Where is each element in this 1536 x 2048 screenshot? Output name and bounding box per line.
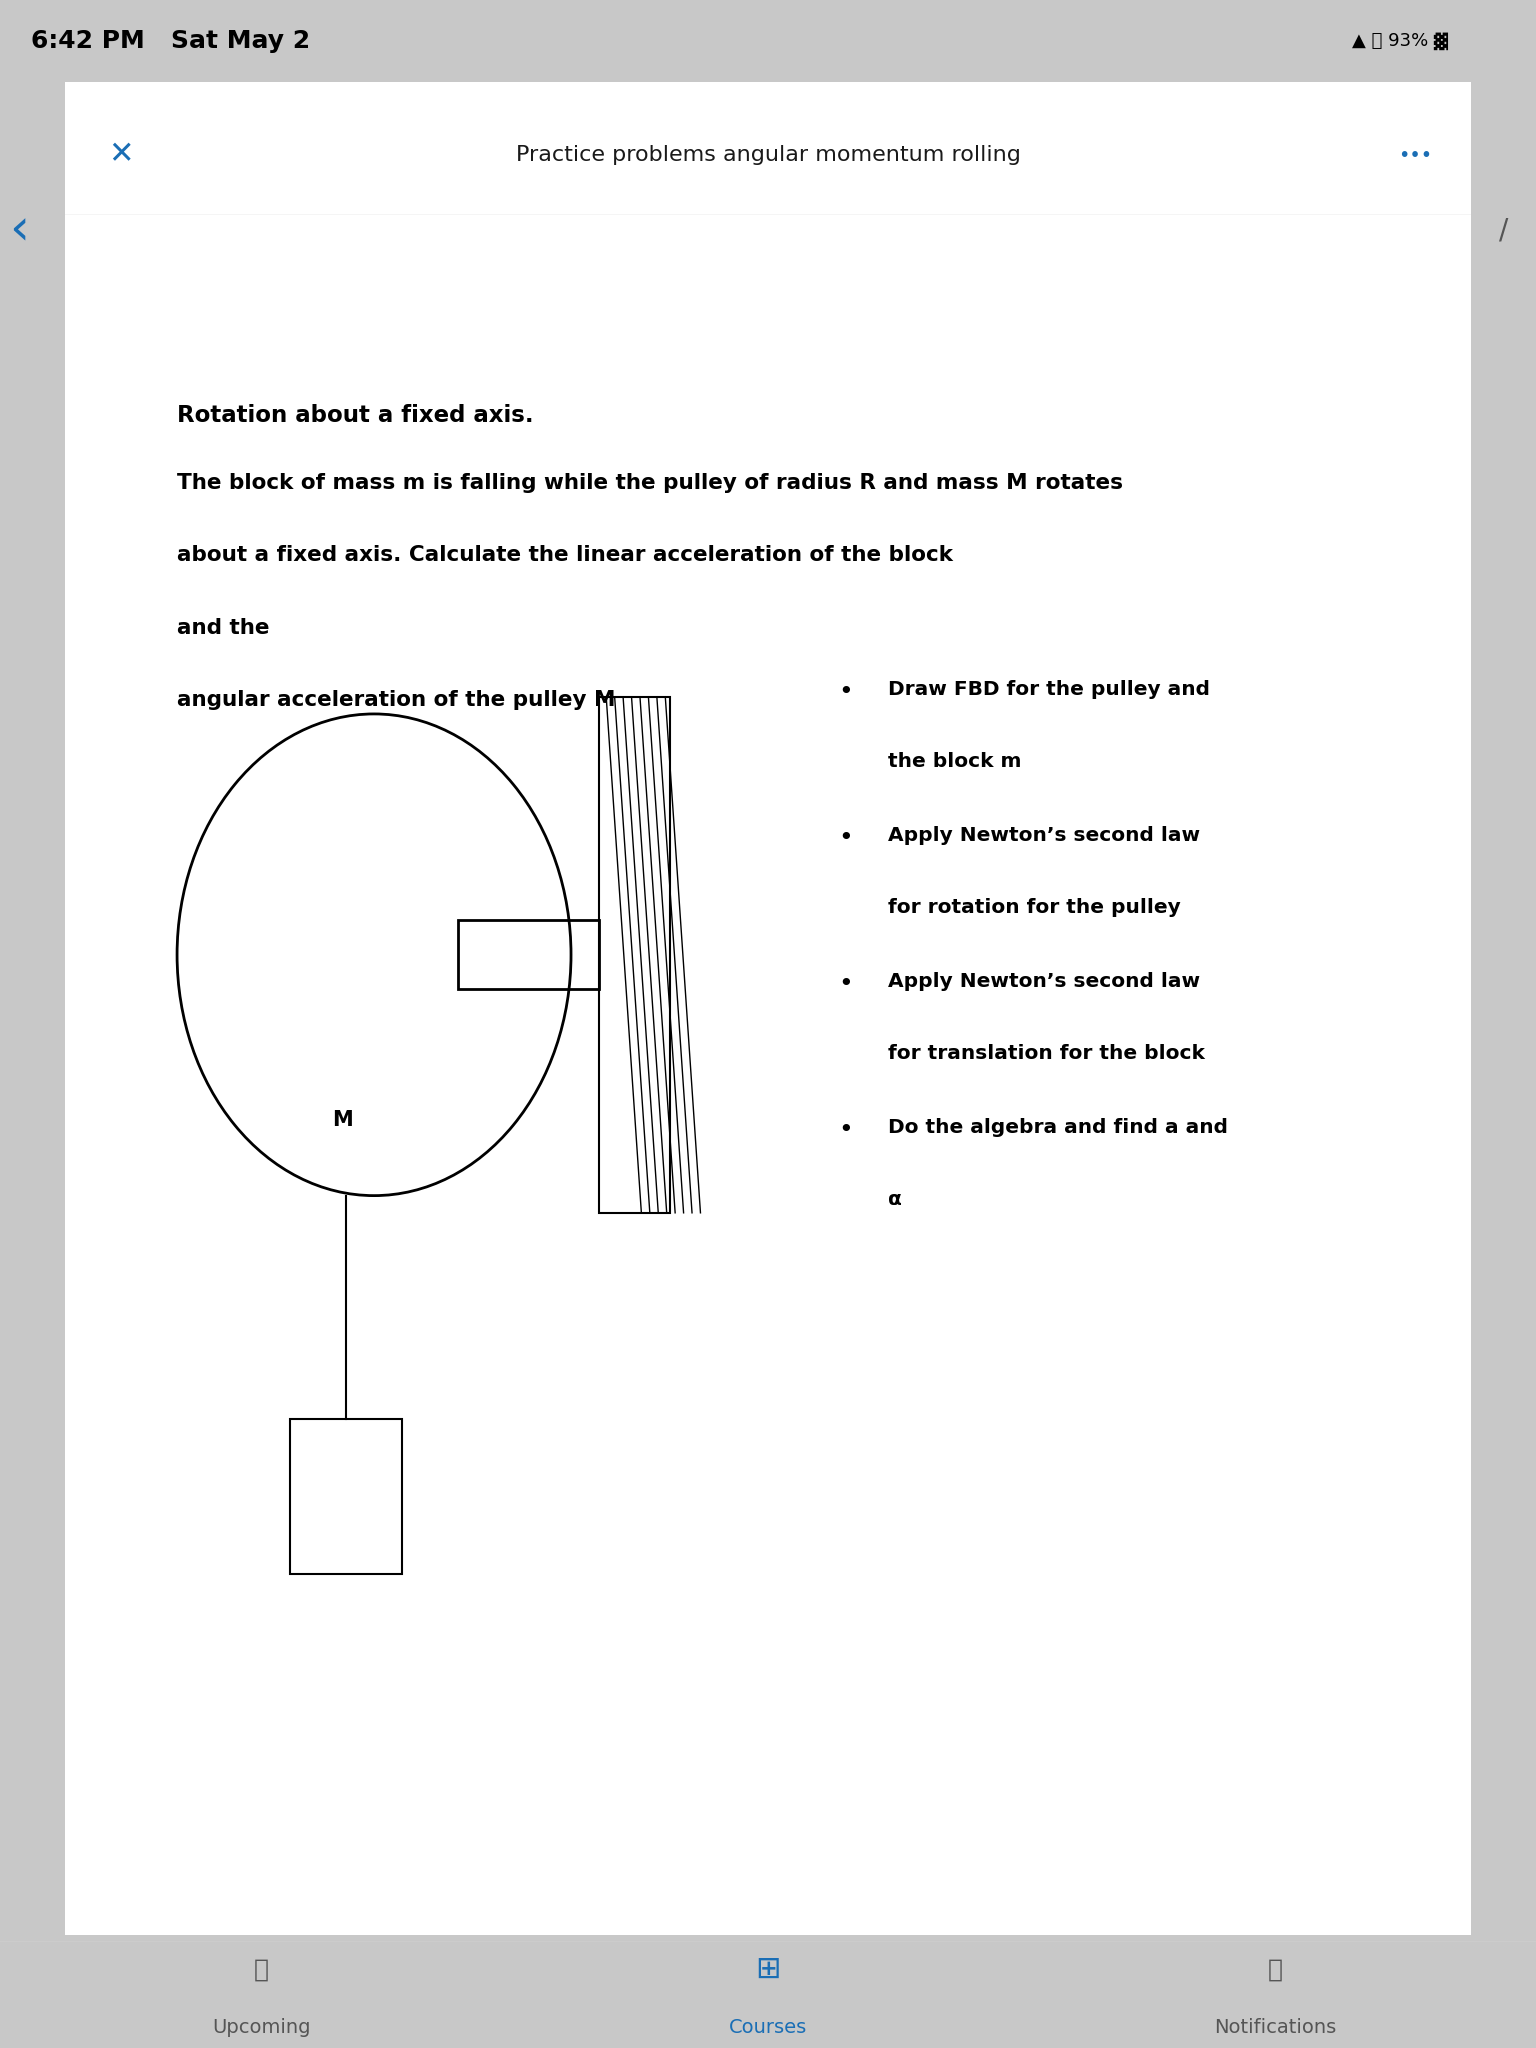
Text: ⊞: ⊞ xyxy=(756,1954,780,1985)
Text: /: / xyxy=(1499,217,1508,244)
Text: •: • xyxy=(839,825,852,850)
Text: ✕: ✕ xyxy=(108,141,134,170)
Text: 🔔: 🔔 xyxy=(1267,1958,1283,1980)
Text: Notifications: Notifications xyxy=(1213,2017,1336,2038)
Text: •: • xyxy=(839,1118,852,1143)
Text: Do the algebra and find a and: Do the algebra and find a and xyxy=(888,1118,1227,1137)
Text: angular acceleration of the pulley M: angular acceleration of the pulley M xyxy=(177,690,616,711)
Text: α: α xyxy=(888,1190,902,1210)
Text: Apply Newton’s second law: Apply Newton’s second law xyxy=(888,973,1200,991)
Text: and the: and the xyxy=(177,618,270,637)
Text: •••: ••• xyxy=(1398,145,1432,164)
FancyBboxPatch shape xyxy=(51,63,1485,1954)
Text: for rotation for the pulley: for rotation for the pulley xyxy=(888,897,1180,918)
Text: 📅: 📅 xyxy=(253,1958,269,1980)
Text: The block of mass m is falling while the pulley of radius R and mass M rotates: The block of mass m is falling while the… xyxy=(177,473,1123,494)
Text: about a fixed axis. Calculate the linear acceleration of the block: about a fixed axis. Calculate the linear… xyxy=(177,545,952,565)
Text: 6:42 PM   Sat May 2: 6:42 PM Sat May 2 xyxy=(31,29,310,53)
Text: •: • xyxy=(839,973,852,995)
Text: •: • xyxy=(839,680,852,705)
Text: for translation for the block: for translation for the block xyxy=(888,1044,1204,1063)
Text: ‹: ‹ xyxy=(9,207,29,254)
Text: the block m: the block m xyxy=(888,752,1021,770)
Text: Courses: Courses xyxy=(730,2017,806,2038)
Text: M: M xyxy=(332,1110,353,1130)
Text: Apply Newton’s second law: Apply Newton’s second law xyxy=(888,825,1200,844)
Text: Practice problems angular momentum rolling: Practice problems angular momentum rolli… xyxy=(516,145,1020,166)
Text: Rotation about a fixed axis.: Rotation about a fixed axis. xyxy=(177,403,533,428)
Text: Draw FBD for the pulley and: Draw FBD for the pulley and xyxy=(888,680,1209,698)
Text: Upcoming: Upcoming xyxy=(212,2017,310,2038)
Text: ▲ ⬜ 93% ▓: ▲ ⬜ 93% ▓ xyxy=(1352,33,1447,51)
